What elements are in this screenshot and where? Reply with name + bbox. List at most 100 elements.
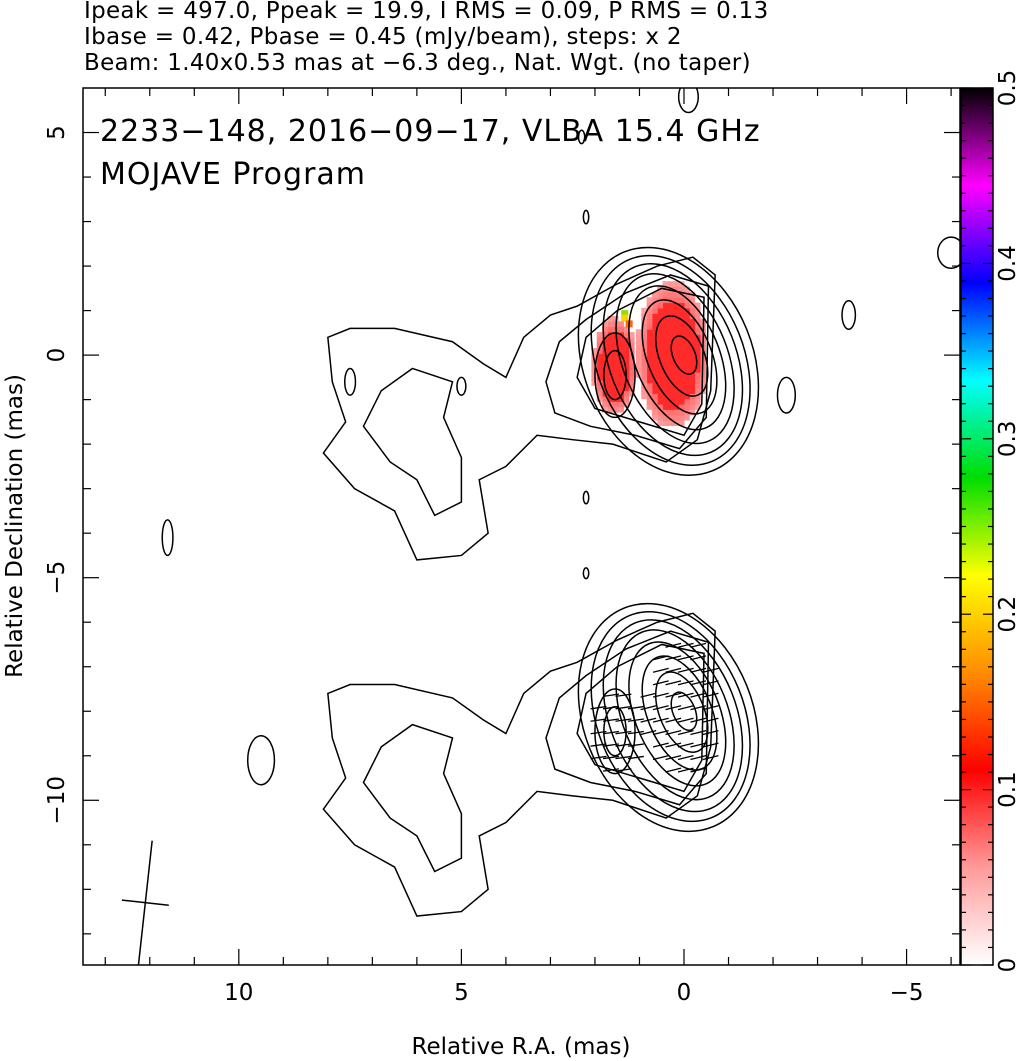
x-tick-label: 5 [454,980,469,1006]
pol-pixel [641,361,648,368]
pol-pixel [657,372,664,378]
pol-pixel [678,366,685,373]
noise-contour [776,376,797,414]
evpa-vector [702,705,719,711]
pol-pixel [591,353,598,360]
contour [603,706,627,757]
contour [628,641,727,787]
noise-contour [936,236,960,270]
pol-pixel [612,337,619,344]
evpa-vector [690,742,707,748]
pol-pixel [657,345,664,352]
pol-pixel [623,401,630,408]
pol-pixel [689,339,696,346]
colorbar-tick-label: 0.4 [995,245,1021,282]
evpa-vector [602,743,620,747]
pol-pixel [662,361,669,368]
pol-pixel [657,334,664,341]
pol-pixel [635,339,642,346]
contour [590,254,751,467]
evpa-vector [690,680,707,686]
pol-pixel [641,377,648,384]
pol-pixel [651,345,658,352]
pol-pixel [662,377,669,384]
pol-pixel [683,393,690,400]
pol-pixel [596,380,603,386]
pol-pixel [612,315,619,322]
evpa-vector [602,693,620,697]
pol-pixel [651,398,658,405]
pol-pixel [651,404,658,410]
pol-pixel [678,302,685,309]
pol-pixel [646,345,653,352]
pol-pixel [683,361,690,368]
pol-pixel [662,302,669,309]
evpa-vector [652,680,669,686]
contour [628,285,727,431]
pol-pixel [667,420,674,426]
pol-pixel [591,347,598,354]
pol-pixel [689,318,696,325]
evpa-vector [702,717,719,723]
evpa-vector [627,755,644,760]
pol-pixel [667,291,674,298]
colorbar-tick-label: 0.1 [995,771,1021,808]
pol-pixel [673,393,680,400]
pol-pixel [596,364,603,370]
pol-pixel [618,321,624,328]
evpa-vector [602,718,620,722]
pol-pixel [689,382,696,389]
pol-pixel [596,358,603,365]
pol-pixel [694,398,701,405]
pol-pixel [635,345,642,352]
colorbar-tick-label: 0.2 [995,596,1021,633]
pol-pixel [646,297,653,304]
x-axis-ticks [104,88,952,965]
pol-pixel [657,366,664,373]
pol-pixel [678,323,685,330]
pol-pixel [689,355,696,362]
pol-pixel [662,339,669,346]
contour [545,274,710,450]
evpa-vector [702,680,719,686]
pol-pixel [683,404,690,410]
pol-pixel [612,380,619,386]
pol-pixel [646,355,653,362]
pol-pixel [618,364,624,370]
pol-pixel [678,404,685,410]
pol-pixel [623,342,630,349]
pol-pixel [607,380,614,386]
pol-pixel [694,388,701,394]
pol-pixel [628,364,635,370]
pol-pixel [628,369,635,376]
pol-pixel [673,323,680,330]
pol-pixel [646,377,653,384]
pol-pixel [667,382,674,389]
pol-pixel [694,323,701,330]
pol-pixel [618,337,624,344]
pol-pixel [657,377,664,384]
pol-pixel [651,355,658,362]
pol-pixel [689,388,696,394]
colorbar [960,87,994,966]
contour [594,688,636,775]
pol-pixel [662,414,669,421]
pol-pixel [607,364,614,370]
evpa-vector [690,655,707,661]
pol-pixel [667,329,674,336]
colorbar-tick-label: 0.5 [995,70,1021,107]
pol-pixel [694,372,701,378]
pol-pixel [635,355,642,362]
pol-pixel [683,355,690,362]
evpa-vector [677,730,694,736]
pol-pixel [596,385,603,392]
pol-pixel [607,353,614,360]
pol-pixel [641,334,648,341]
pol-pixel [618,342,624,349]
chart-title: 2233−148, 2016−09−17, VLBA 15.4 GHz [100,114,761,149]
pol-pixel [628,342,635,349]
pol-pixel [678,329,685,336]
pol-pixel [689,329,696,336]
noise-contour [582,567,590,580]
pol-pixel [618,406,624,413]
